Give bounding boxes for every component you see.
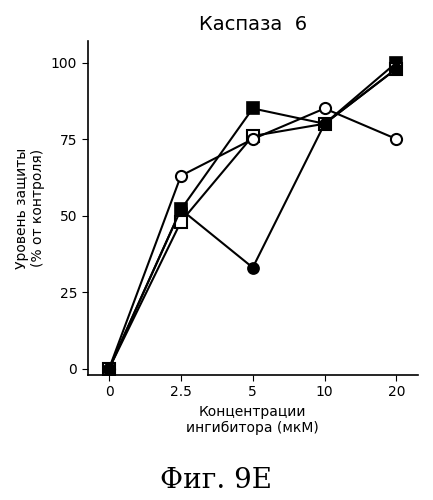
X-axis label: Концентрации
ингибитора (мкМ): Концентрации ингибитора (мкМ) <box>186 404 319 435</box>
Y-axis label: Уровень защиты
(% от контроля): Уровень защиты (% от контроля) <box>15 148 45 268</box>
Title: Каспаза  6: Каспаза 6 <box>199 15 307 34</box>
Text: Фиг. 9E: Фиг. 9E <box>161 466 272 493</box>
